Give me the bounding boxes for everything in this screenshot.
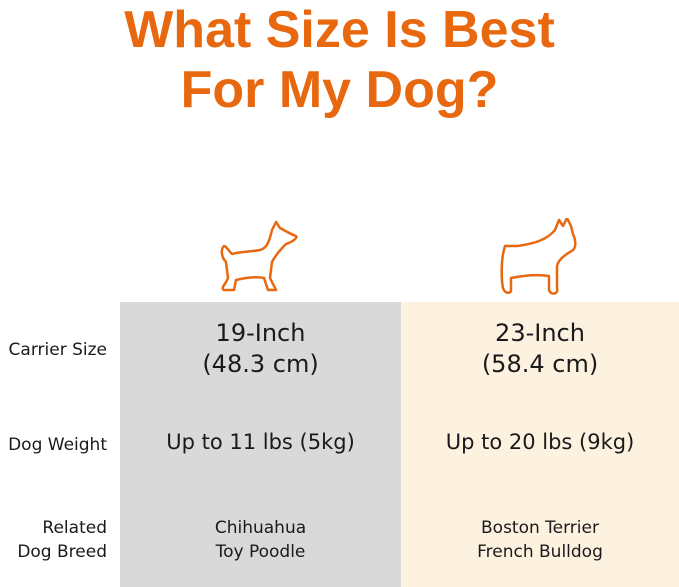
carrier-size: 23-Inch (58.4 cm): [401, 318, 679, 380]
size-inches: 23-Inch: [495, 319, 585, 347]
title-line-1: What Size Is Best: [124, 1, 555, 59]
dog-weight: Up to 11 lbs (5kg): [166, 430, 355, 454]
row-label-breed-line-1: Related: [42, 518, 107, 538]
page-title: What Size Is Best For My Dog?: [0, 0, 679, 120]
title-line-2: For My Dog?: [180, 61, 499, 119]
size-cm: (48.3 cm): [202, 350, 319, 378]
carrier-size: 19-Inch (48.3 cm): [120, 318, 401, 380]
column-19-inch: 19-Inch (48.3 cm) Up to 11 lbs (5kg) Chi…: [120, 302, 401, 587]
french-bulldog-icon: [500, 218, 577, 295]
row-label-dog-weight: Dog Weight: [8, 435, 107, 455]
breed-item: French Bulldog: [477, 542, 603, 562]
size-inches: 19-Inch: [215, 319, 306, 347]
size-cm: (58.4 cm): [481, 350, 599, 378]
dog-weight: Up to 20 lbs (9kg): [445, 430, 635, 454]
column-23-inch: 23-Inch (58.4 cm) Up to 20 lbs (9kg) Bos…: [401, 302, 679, 587]
related-breeds: Boston Terrier French Bulldog: [401, 516, 679, 564]
breed-item: Toy Poodle: [215, 542, 306, 562]
row-label-related-breed: Related Dog Breed: [17, 516, 107, 564]
row-label-breed-line-2: Dog Breed: [17, 542, 107, 562]
breed-item: Chihuahua: [214, 518, 307, 538]
row-label-carrier-size: Carrier Size: [8, 340, 107, 360]
breed-item: Boston Terrier: [481, 518, 599, 538]
related-breeds: Chihuahua Toy Poodle: [120, 516, 401, 564]
chihuahua-icon: [220, 220, 298, 292]
